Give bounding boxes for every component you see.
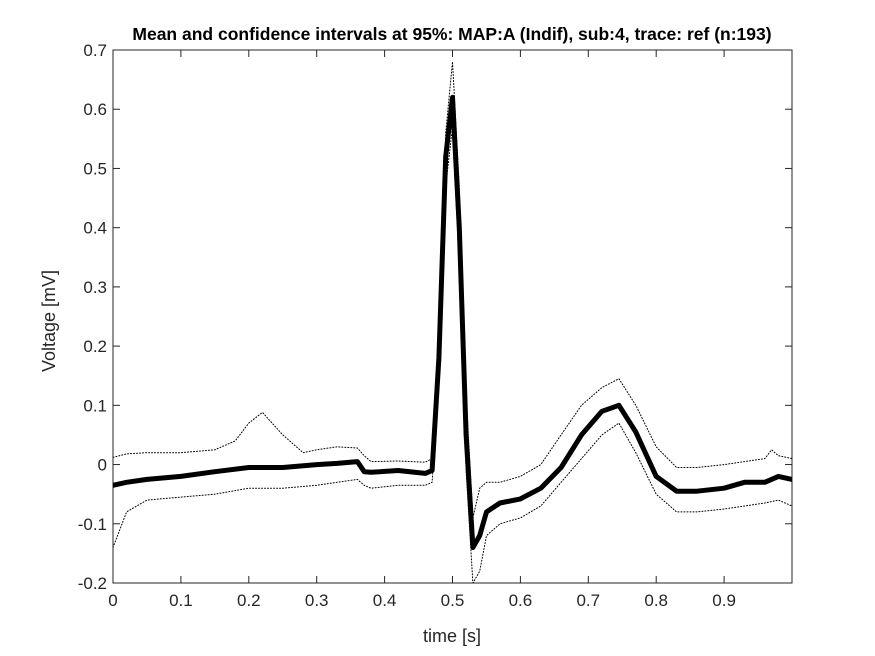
chart-title: Mean and confidence intervals at 95%: MA…	[132, 24, 771, 44]
series-line-mean	[113, 94, 792, 550]
y-tick-label: 0.7	[83, 41, 107, 60]
x-tick-label: 0.5	[441, 591, 465, 610]
x-tick-label: 0.2	[237, 591, 261, 610]
x-tick-label: 0.3	[305, 591, 329, 610]
y-tick-label: -0.2	[78, 574, 107, 593]
x-tick-label: 0.8	[644, 591, 668, 610]
x-tick-label: 0.9	[712, 591, 736, 610]
y-tick-label: -0.1	[78, 515, 107, 534]
x-tick-label: 0.4	[373, 591, 397, 610]
x-axis-label: time [s]	[423, 626, 481, 646]
series-line-lower-ci	[113, 126, 792, 583]
y-tick-label: 0.3	[83, 278, 107, 297]
y-tick-label: 0.1	[83, 396, 107, 415]
y-tick-label: 0	[98, 456, 107, 475]
x-tick-label: 0.6	[509, 591, 533, 610]
y-tick-label: 0.4	[83, 219, 107, 238]
y-axis-label: Voltage [mV]	[39, 270, 59, 372]
plot-area: 0 0.1 0.2 0.3 0.4 0.5 0.6 0.7 0.8 0.9 -0.2 -0.1 0 0.1…	[78, 41, 793, 610]
x-tick-label: 0	[108, 591, 117, 610]
series-line-upper-ci	[113, 61, 792, 519]
y-tick-label: 0.5	[83, 159, 107, 178]
x-tick-label: 0.7	[576, 591, 600, 610]
x-tick-label: 0.1	[169, 591, 193, 610]
y-tick-label: 0.6	[83, 100, 107, 119]
y-tick-label: 0.2	[83, 337, 107, 356]
